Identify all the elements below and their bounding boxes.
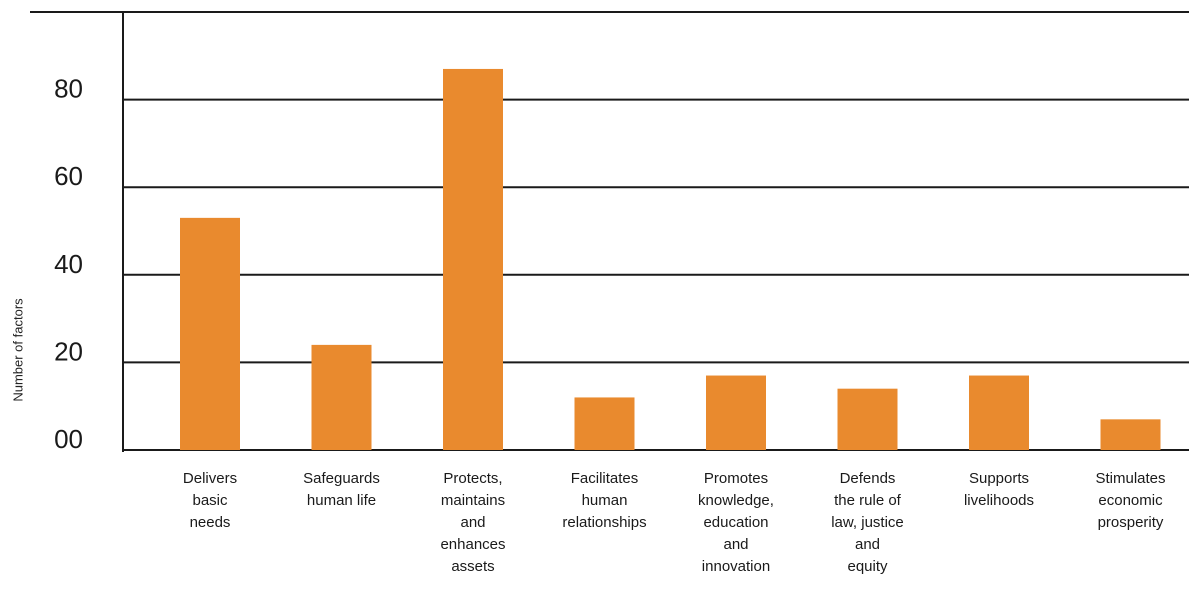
y-tick-label: 20 — [54, 336, 83, 366]
bar — [706, 375, 766, 450]
bar — [1100, 419, 1161, 450]
y-tick-label: 40 — [54, 249, 83, 279]
x-tick-label: Defends the rule of law, justice and equity — [831, 470, 904, 575]
x-tick-label: Stimulates economic prosperity — [1095, 470, 1165, 531]
x-category-labels: Delivers basic needs Safeguards human life Pr… — [183, 470, 1166, 575]
x-tick-label: Supports livelihoods — [964, 470, 1034, 509]
x-tick-label: Promotes knowledge, education and innovation — [698, 470, 774, 575]
x-tick-label: Facilitates human relationships — [562, 470, 646, 531]
bar — [837, 388, 898, 450]
bar — [311, 344, 372, 450]
bar — [443, 68, 503, 450]
bar — [969, 375, 1029, 450]
bars — [180, 68, 1161, 450]
bar — [574, 397, 635, 450]
x-tick-label: Delivers basic needs — [183, 470, 237, 531]
y-tick-label: 80 — [54, 74, 83, 104]
x-tick-label: Protects, maintains and enhances assets — [440, 470, 505, 575]
x-tick-label: Safeguards human life — [303, 470, 380, 509]
y-tick-labels: 00 20 40 60 80 — [54, 74, 83, 454]
y-tick-label: 60 — [54, 161, 83, 191]
y-axis-label: Number of factors — [10, 298, 26, 402]
y-tick-label: 00 — [54, 424, 83, 454]
bar — [180, 217, 240, 450]
